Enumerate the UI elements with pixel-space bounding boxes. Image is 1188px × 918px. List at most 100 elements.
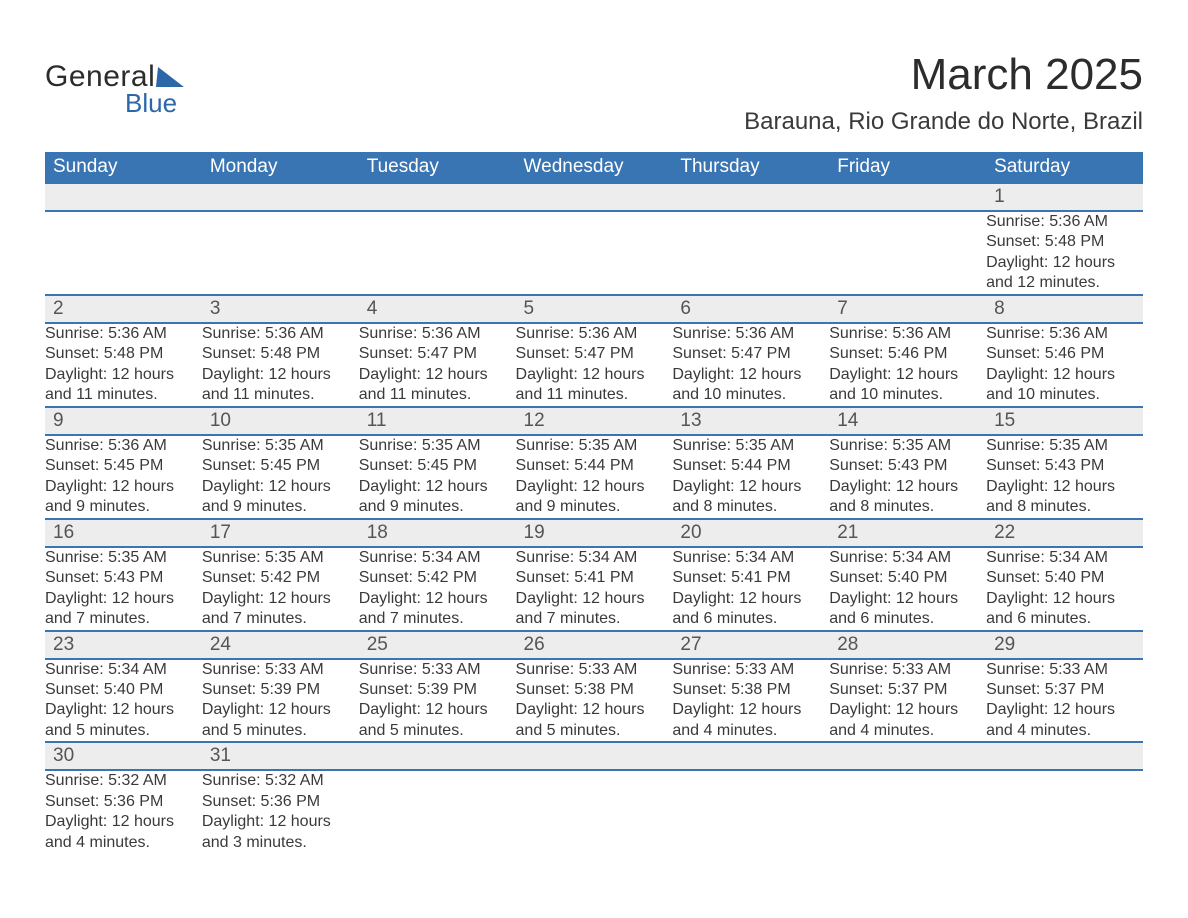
- day-cell-detail: Sunrise: 5:35 AMSunset: 5:44 PMDaylight:…: [516, 435, 673, 519]
- daylight-line: Daylight: 12 hours and 4 minutes.: [45, 812, 202, 853]
- daylight-line: Daylight: 12 hours and 6 minutes.: [829, 589, 986, 630]
- day-number: 23: [45, 632, 202, 658]
- sunset-line: Sunset: 5:42 PM: [359, 568, 516, 588]
- day-cell-number: [672, 183, 829, 211]
- sunset-line: Sunset: 5:42 PM: [202, 568, 359, 588]
- brand-triangle-icon: [156, 67, 186, 87]
- daylight-line: Daylight: 12 hours and 8 minutes.: [986, 477, 1143, 518]
- sunrise-line: Sunrise: 5:33 AM: [516, 660, 673, 680]
- daylight-line: Daylight: 12 hours and 9 minutes.: [359, 477, 516, 518]
- day-cell-number: 10: [202, 407, 359, 435]
- daylight-line: Daylight: 12 hours and 9 minutes.: [202, 477, 359, 518]
- day-cell-number: 8: [986, 295, 1143, 323]
- day-cell-detail: Sunrise: 5:35 AMSunset: 5:44 PMDaylight:…: [672, 435, 829, 519]
- day-cell-number: [829, 742, 986, 770]
- day-number: 21: [829, 520, 986, 546]
- day-number: 17: [202, 520, 359, 546]
- day-cell-detail: Sunrise: 5:35 AMSunset: 5:45 PMDaylight:…: [202, 435, 359, 519]
- day-cell-number: 11: [359, 407, 516, 435]
- day-cell-number: 3: [202, 295, 359, 323]
- day-cell-detail: Sunrise: 5:33 AMSunset: 5:38 PMDaylight:…: [672, 659, 829, 743]
- sunrise-line: Sunrise: 5:36 AM: [45, 436, 202, 456]
- daylight-line: Daylight: 12 hours and 4 minutes.: [829, 700, 986, 741]
- week-daynum-row: 3031: [45, 742, 1143, 770]
- sunrise-line: Sunrise: 5:33 AM: [672, 660, 829, 680]
- sunset-line: Sunset: 5:46 PM: [986, 344, 1143, 364]
- day-number: [516, 743, 673, 769]
- day-cell-detail: Sunrise: 5:34 AMSunset: 5:41 PMDaylight:…: [672, 547, 829, 631]
- sunset-line: Sunset: 5:44 PM: [516, 456, 673, 476]
- location-subtitle: Barauna, Rio Grande do Norte, Brazil: [744, 108, 1143, 136]
- day-number: 26: [516, 632, 673, 658]
- daylight-line: Daylight: 12 hours and 9 minutes.: [516, 477, 673, 518]
- daylight-line: Daylight: 12 hours and 7 minutes.: [202, 589, 359, 630]
- sunset-line: Sunset: 5:36 PM: [202, 792, 359, 812]
- day-cell-number: 2: [45, 295, 202, 323]
- day-number: 12: [516, 408, 673, 434]
- day-cell-detail: Sunrise: 5:36 AMSunset: 5:47 PMDaylight:…: [672, 323, 829, 407]
- weekday-header: Tuesday: [359, 152, 516, 183]
- sunrise-line: Sunrise: 5:35 AM: [516, 436, 673, 456]
- sunset-line: Sunset: 5:47 PM: [516, 344, 673, 364]
- day-cell-detail: Sunrise: 5:34 AMSunset: 5:42 PMDaylight:…: [359, 547, 516, 631]
- sunrise-line: Sunrise: 5:33 AM: [359, 660, 516, 680]
- day-cell-detail: Sunrise: 5:32 AMSunset: 5:36 PMDaylight:…: [45, 770, 202, 853]
- day-number: 22: [986, 520, 1143, 546]
- sunset-line: Sunset: 5:40 PM: [829, 568, 986, 588]
- daylight-line: Daylight: 12 hours and 11 minutes.: [359, 365, 516, 406]
- day-number: 6: [672, 296, 829, 322]
- day-cell-number: 7: [829, 295, 986, 323]
- day-cell-number: 27: [672, 631, 829, 659]
- week-detail-row: Sunrise: 5:32 AMSunset: 5:36 PMDaylight:…: [45, 770, 1143, 853]
- day-cell-number: 4: [359, 295, 516, 323]
- weekday-header: Monday: [202, 152, 359, 183]
- day-cell-number: 17: [202, 519, 359, 547]
- sunrise-line: Sunrise: 5:32 AM: [45, 771, 202, 791]
- day-number: 19: [516, 520, 673, 546]
- day-cell-detail: [986, 770, 1143, 853]
- day-cell-detail: Sunrise: 5:36 AMSunset: 5:47 PMDaylight:…: [516, 323, 673, 407]
- day-cell-detail: [45, 211, 202, 295]
- week-daynum-row: 2345678: [45, 295, 1143, 323]
- week-daynum-row: 23242526272829: [45, 631, 1143, 659]
- sunrise-line: Sunrise: 5:35 AM: [829, 436, 986, 456]
- daylight-line: Daylight: 12 hours and 7 minutes.: [45, 589, 202, 630]
- day-cell-number: [202, 183, 359, 211]
- sunset-line: Sunset: 5:38 PM: [672, 680, 829, 700]
- sunrise-line: Sunrise: 5:36 AM: [986, 212, 1143, 232]
- sunset-line: Sunset: 5:40 PM: [45, 680, 202, 700]
- day-number: 9: [45, 408, 202, 434]
- daylight-line: Daylight: 12 hours and 7 minutes.: [359, 589, 516, 630]
- week-daynum-row: 1: [45, 183, 1143, 211]
- day-cell-detail: Sunrise: 5:36 AMSunset: 5:48 PMDaylight:…: [986, 211, 1143, 295]
- day-number: [986, 743, 1143, 769]
- day-cell-number: 26: [516, 631, 673, 659]
- day-cell-number: [516, 742, 673, 770]
- brand-word2: Blue: [125, 88, 185, 119]
- week-detail-row: Sunrise: 5:36 AMSunset: 5:45 PMDaylight:…: [45, 435, 1143, 519]
- daylight-line: Daylight: 12 hours and 6 minutes.: [986, 589, 1143, 630]
- daylight-line: Daylight: 12 hours and 11 minutes.: [516, 365, 673, 406]
- day-cell-detail: Sunrise: 5:35 AMSunset: 5:45 PMDaylight:…: [359, 435, 516, 519]
- sunrise-line: Sunrise: 5:34 AM: [516, 548, 673, 568]
- daylight-line: Daylight: 12 hours and 10 minutes.: [986, 365, 1143, 406]
- sunset-line: Sunset: 5:37 PM: [986, 680, 1143, 700]
- day-cell-detail: Sunrise: 5:35 AMSunset: 5:42 PMDaylight:…: [202, 547, 359, 631]
- sunset-line: Sunset: 5:39 PM: [202, 680, 359, 700]
- sunset-line: Sunset: 5:40 PM: [986, 568, 1143, 588]
- sunrise-line: Sunrise: 5:36 AM: [986, 324, 1143, 344]
- day-number: 25: [359, 632, 516, 658]
- day-cell-detail: Sunrise: 5:36 AMSunset: 5:45 PMDaylight:…: [45, 435, 202, 519]
- daylight-line: Daylight: 12 hours and 6 minutes.: [672, 589, 829, 630]
- daylight-line: Daylight: 12 hours and 4 minutes.: [986, 700, 1143, 741]
- sunset-line: Sunset: 5:43 PM: [986, 456, 1143, 476]
- day-number: 20: [672, 520, 829, 546]
- day-cell-detail: Sunrise: 5:36 AMSunset: 5:46 PMDaylight:…: [986, 323, 1143, 407]
- daylight-line: Daylight: 12 hours and 9 minutes.: [45, 477, 202, 518]
- sunrise-line: Sunrise: 5:34 AM: [45, 660, 202, 680]
- day-cell-number: 12: [516, 407, 673, 435]
- title-block: March 2025 Barauna, Rio Grande do Norte,…: [744, 30, 1143, 142]
- daylight-line: Daylight: 12 hours and 8 minutes.: [672, 477, 829, 518]
- weekday-header: Sunday: [45, 152, 202, 183]
- day-cell-number: [359, 742, 516, 770]
